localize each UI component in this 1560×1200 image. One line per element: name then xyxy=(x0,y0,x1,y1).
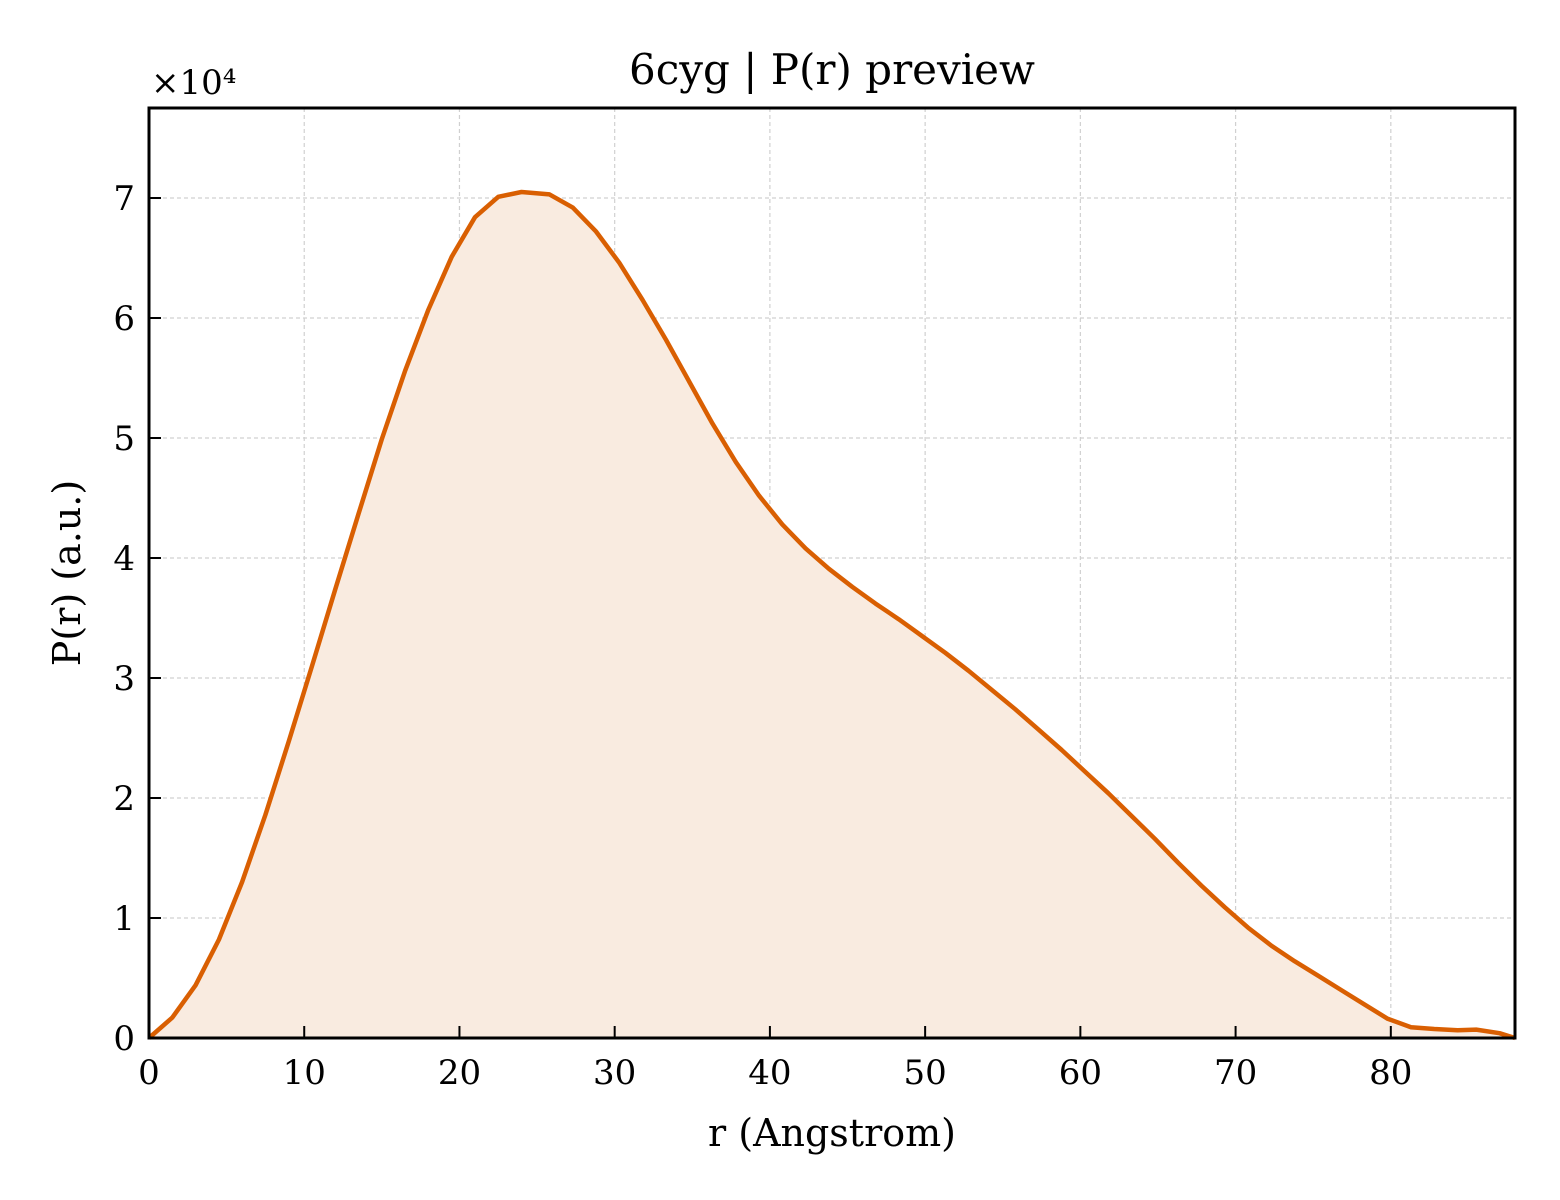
y-tick-label: 0 xyxy=(113,1019,135,1059)
y-tick-label: 4 xyxy=(113,539,135,579)
x-tick-label: 40 xyxy=(748,1053,791,1093)
x-tick-label: 20 xyxy=(438,1053,481,1093)
x-tick-label: 70 xyxy=(1214,1053,1257,1093)
y-tick-label: 1 xyxy=(113,899,135,939)
x-tick-label: 10 xyxy=(283,1053,326,1093)
y-axis-offset-label: ×10⁴ xyxy=(151,63,236,103)
x-axis-label: r (Angstrom) xyxy=(708,1111,956,1155)
y-tick-label: 6 xyxy=(113,299,135,339)
y-axis-label: P(r) (a.u.) xyxy=(45,480,89,666)
x-tick-label: 50 xyxy=(904,1053,947,1093)
axis-ticks: 0 10 20 30 40 50 60 70 80 0 1 2 3 4 5 6 7 xyxy=(113,179,1412,1093)
x-tick-label: 80 xyxy=(1369,1053,1412,1093)
pr-area-fill xyxy=(149,192,1515,1038)
plot-frame xyxy=(147,106,1517,1040)
x-tick-label: 0 xyxy=(138,1053,160,1093)
pr-series-line xyxy=(147,189,1516,1041)
x-tick-label: 30 xyxy=(593,1053,636,1093)
y-tick-label: 5 xyxy=(113,419,135,459)
y-tick-label: 2 xyxy=(113,779,135,819)
y-tick-label: 7 xyxy=(113,179,135,219)
x-tick-label: 60 xyxy=(1059,1053,1102,1093)
chart-title: 6cyg | P(r) preview xyxy=(629,45,1035,94)
y-tick-label: 3 xyxy=(113,659,135,699)
